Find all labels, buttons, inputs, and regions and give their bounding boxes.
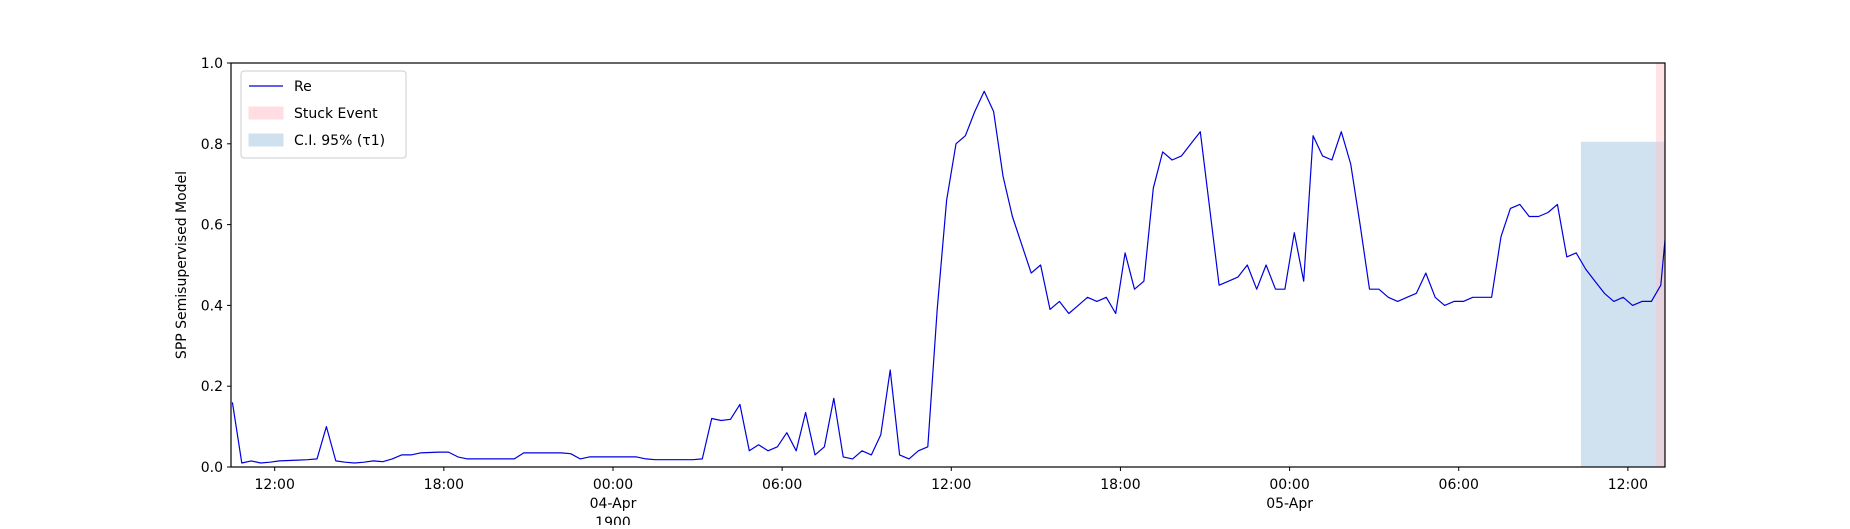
x-tick-label: 04-Apr bbox=[590, 496, 637, 512]
x-tick-label: 1900 bbox=[595, 515, 631, 525]
series-line-re bbox=[231, 90, 1665, 464]
x-axis: 12:00 18:00 00:00 04-Apr 1900 06:00 12:00 18:00… bbox=[255, 467, 1648, 529]
x-tick-label: 12:00 bbox=[1608, 477, 1648, 493]
legend: Re Stuck Event C.I. 95% (τ1) bbox=[240, 70, 407, 159]
ci-span bbox=[1580, 141, 1665, 467]
spans bbox=[1580, 63, 1665, 467]
series-layer bbox=[231, 90, 1665, 464]
plot-frame bbox=[230, 62, 1666, 468]
y-axis-label: SPP Semisupervised Model bbox=[174, 171, 190, 359]
x-tick-label: 06:00 bbox=[1439, 477, 1479, 493]
x-tick-label: 06:00 bbox=[762, 477, 802, 493]
legend-patch-swatch bbox=[248, 133, 284, 147]
y-axis: 0.0 0.2 0.4 0.6 0.8 1.0 bbox=[201, 56, 231, 476]
x-tick-label: 12:00 bbox=[931, 477, 971, 493]
x-tick-label: 18:00 bbox=[424, 477, 464, 493]
legend-patch-swatch bbox=[248, 106, 284, 120]
y-tick-label: 0.2 bbox=[201, 379, 223, 395]
x-tick-label: 00:00 bbox=[593, 477, 633, 493]
y-tick-label: 0.0 bbox=[201, 460, 223, 476]
y-tick-label: 1.0 bbox=[201, 56, 223, 72]
y-tick-label: 0.8 bbox=[201, 137, 223, 153]
legend-label: Stuck Event bbox=[294, 106, 378, 122]
x-tick-label: 12:00 bbox=[255, 477, 295, 493]
legend-label: C.I. 95% (τ1) bbox=[294, 133, 385, 149]
stuck-event-span bbox=[1656, 63, 1665, 467]
x-tick-label: 00:00 bbox=[1269, 477, 1309, 493]
legend-label: Re bbox=[294, 79, 312, 95]
y-tick-label: 0.6 bbox=[201, 218, 223, 234]
x-tick-label: 05-Apr bbox=[1266, 496, 1313, 512]
x-tick-label: 18:00 bbox=[1100, 477, 1140, 493]
y-tick-label: 0.4 bbox=[201, 298, 223, 314]
